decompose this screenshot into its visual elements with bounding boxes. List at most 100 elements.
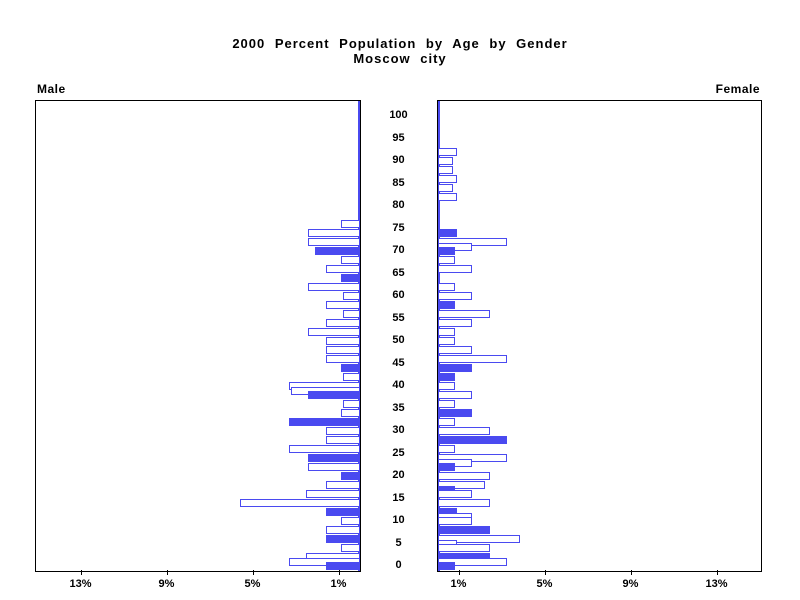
female-bar-age-8 — [438, 526, 490, 534]
female-bar-age-1 — [438, 557, 507, 566]
male-bar-age-30 — [326, 427, 360, 435]
percent-tick-label-5%: 5% — [536, 578, 553, 590]
female-bar-age-71 — [438, 242, 472, 251]
male-bar-age-56 — [343, 310, 360, 318]
male-bar-age-6 — [326, 535, 360, 543]
female-bar-age-28 — [438, 436, 507, 444]
age-axis: 100 95 90 85 80 75 70 65 60 55 50 45 40 35 30 25 20 15 10 5… — [360, 100, 437, 571]
female-bar-age-86 — [438, 175, 457, 183]
female-bar-age-26 — [438, 445, 455, 453]
male-bar-age-8 — [326, 526, 360, 534]
male-bar-age-24 — [308, 454, 360, 462]
male-bar-age-72 — [308, 238, 360, 246]
female-bar-age-40 — [438, 382, 455, 390]
male-bar-age-76 — [341, 220, 360, 228]
age-tick-label-55: 55 — [392, 311, 405, 324]
female-bar-age-68 — [438, 256, 455, 264]
male-bar-age-66 — [326, 265, 360, 273]
male-bar-age-54 — [326, 319, 360, 327]
female-bar-age-42 — [438, 373, 455, 381]
female-bar-age-52 — [438, 328, 455, 336]
female-bar-age-22 — [438, 463, 455, 471]
age-tick-label-80: 80 — [392, 199, 405, 211]
percent-tick-mark — [716, 570, 718, 575]
female-bar-age-38 — [438, 391, 472, 399]
male-panel-label: Male — [37, 82, 66, 96]
age-tick-label-90: 90 — [392, 154, 405, 166]
percent-tick-mark — [252, 570, 254, 575]
percent-tick-label-9%: 9% — [158, 578, 175, 590]
female-bar-age-10 — [438, 517, 472, 525]
male-bar-age-20 — [341, 472, 360, 480]
male-bar-age-22 — [308, 463, 360, 471]
female-bar-age-0 — [438, 562, 455, 570]
male-bar-age-28 — [326, 436, 360, 444]
female-bar-age-36 — [438, 400, 455, 408]
percent-tick-mark — [630, 570, 632, 575]
age-tick-label-95: 95 — [392, 131, 405, 144]
female-bar-age-72 — [438, 238, 507, 246]
female-bar-age-82 — [438, 193, 457, 201]
age-tick-label-65: 65 — [392, 266, 405, 279]
female-bar-age-6 — [438, 535, 520, 543]
male-bar-age-46 — [326, 355, 360, 363]
age-tick-label-40: 40 — [392, 379, 405, 391]
percent-tick-label-13%: 13% — [705, 578, 728, 590]
age-tick-label-50: 50 — [392, 334, 405, 346]
female-bar-age-74 — [438, 229, 457, 237]
female-plot-area — [437, 100, 762, 572]
female-bar-age-50 — [438, 337, 455, 345]
male-bar-age-12 — [326, 508, 360, 516]
male-bar-age-48 — [326, 346, 360, 354]
male-bar-age-0 — [326, 562, 360, 570]
female-bar-age-14 — [438, 499, 490, 507]
female-bar-age-62 — [438, 283, 455, 291]
age-tick-label-100: 100 — [389, 109, 408, 121]
male-zero-axis-line — [358, 101, 360, 571]
age-tick-label-20: 20 — [392, 469, 405, 481]
percent-tick-mark — [166, 570, 168, 575]
female-bar-age-58 — [438, 301, 455, 309]
age-tick-label-35: 35 — [392, 401, 405, 414]
male-bar-age-52 — [308, 328, 360, 336]
male-bar-age-62 — [308, 283, 360, 291]
percent-tick-label-1%: 1% — [450, 578, 467, 590]
percent-tick-label-1%: 1% — [330, 578, 347, 590]
female-panel-label: Female — [715, 82, 760, 96]
male-bar-age-10 — [341, 517, 360, 525]
male-bar-age-42 — [343, 373, 360, 381]
male-bar-age-38 — [308, 391, 360, 399]
age-tick-label-10: 10 — [392, 514, 405, 526]
male-bar-age-16 — [306, 490, 360, 498]
male-bar-age-34 — [341, 409, 360, 417]
chart-title: 2000 Percent Population by Age by Gender — [232, 36, 568, 51]
male-bar-age-14 — [240, 499, 360, 507]
female-bar-age-56 — [438, 310, 490, 318]
male-plot-area — [35, 100, 361, 572]
percent-tick-mark — [544, 570, 546, 575]
percent-tick-mark — [458, 570, 460, 575]
male-bar-age-64 — [341, 274, 360, 282]
female-bar-age-46 — [438, 355, 507, 363]
percent-tick-mark — [80, 570, 82, 575]
female-bar-age-16 — [438, 490, 472, 498]
age-tick-label-60: 60 — [392, 289, 405, 301]
female-bar-age-88 — [438, 166, 453, 174]
male-bar-age-1 — [289, 557, 360, 566]
age-tick-label-75: 75 — [392, 221, 405, 234]
female-bar-age-48 — [438, 346, 472, 354]
female-bar-age-18 — [438, 481, 485, 489]
female-bar-age-44 — [438, 364, 472, 372]
male-bar-age-36 — [343, 400, 360, 408]
female-zero-axis-line — [438, 101, 440, 571]
percent-tick-label-9%: 9% — [622, 578, 639, 590]
male-bar-age-74 — [308, 229, 360, 237]
male-bar-age-58 — [326, 301, 360, 309]
age-tick-label-25: 25 — [392, 446, 405, 459]
age-tick-label-85: 85 — [392, 176, 405, 189]
female-bar-age-20 — [438, 472, 490, 480]
male-bar-age-70 — [315, 247, 360, 255]
female-bar-age-92 — [438, 148, 457, 156]
age-tick-label-70: 70 — [392, 244, 405, 256]
